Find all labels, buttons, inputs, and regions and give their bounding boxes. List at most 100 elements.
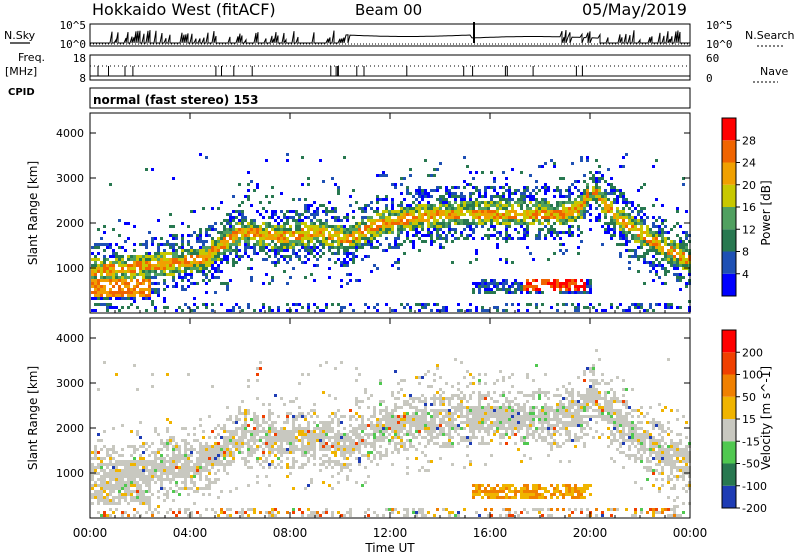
- range-gate-cell: [313, 451, 316, 454]
- range-gate-cell: [163, 264, 166, 267]
- range-gate-cell: [145, 168, 148, 171]
- range-gate-cell: [643, 213, 646, 216]
- range-gate-cell: [121, 255, 124, 258]
- range-gate-cell: [97, 502, 100, 505]
- range-gate-cell: [91, 279, 94, 282]
- range-gate-cell: [478, 415, 481, 418]
- range-gate-cell: [409, 430, 412, 433]
- range-gate-cell: [205, 484, 208, 487]
- range-gate-cell: [316, 207, 319, 210]
- range-gate-cell: [199, 472, 202, 475]
- range-gate-cell: [646, 228, 649, 231]
- range-gate-cell: [565, 219, 568, 222]
- range-gate-cell: [571, 279, 574, 282]
- range-gate-cell: [400, 303, 403, 306]
- range-gate-cell: [106, 502, 109, 505]
- range-gate-cell: [112, 499, 115, 502]
- range-gate-cell: [352, 430, 355, 433]
- range-gate-cell: [133, 514, 136, 517]
- range-gate-cell: [508, 288, 511, 291]
- range-gate-cell: [637, 303, 640, 306]
- range-gate-cell: [235, 216, 238, 219]
- range-gate-cell: [133, 457, 136, 460]
- range-gate-cell: [439, 210, 442, 213]
- range-gate-cell: [532, 204, 535, 207]
- range-gate-cell: [580, 201, 583, 204]
- range-gate-cell: [406, 219, 409, 222]
- range-gate-cell: [343, 156, 346, 159]
- range-gate-cell: [424, 421, 427, 424]
- range-gate-cell: [256, 424, 259, 427]
- range-gate-cell: [193, 463, 196, 466]
- range-gate-cell: [604, 180, 607, 183]
- range-gate-cell: [325, 210, 328, 213]
- range-gate-cell: [424, 430, 427, 433]
- range-gate-cell: [382, 436, 385, 439]
- range-gate-cell: [541, 216, 544, 219]
- range-gate-cell: [250, 204, 253, 207]
- range-gate-cell: [487, 210, 490, 213]
- range-gate-cell: [232, 240, 235, 243]
- range-gate-cell: [628, 255, 631, 258]
- range-gate-cell: [409, 306, 412, 309]
- range-gate-cell: [511, 204, 514, 207]
- range-gate-cell: [184, 508, 187, 511]
- range-gate-cell: [448, 514, 451, 517]
- range-gate-cell: [268, 309, 271, 312]
- range-gate-cell: [139, 472, 142, 475]
- range-gate-cell: [130, 430, 133, 433]
- range-gate-cell: [91, 264, 94, 267]
- range-gate-cell: [118, 484, 121, 487]
- range-gate-cell: [109, 246, 112, 249]
- range-gate-cell: [283, 240, 286, 243]
- range-gate-cell: [130, 303, 133, 306]
- range-gate-cell: [538, 213, 541, 216]
- range-gate-cell: [220, 490, 223, 493]
- range-gate-cell: [97, 282, 100, 285]
- range-gate-cell: [655, 243, 658, 246]
- range-gate-cell: [268, 201, 271, 204]
- range-gate-cell: [121, 276, 124, 279]
- range-gate-cell: [400, 219, 403, 222]
- range-gate-cell: [193, 466, 196, 469]
- range-gate-cell: [100, 490, 103, 493]
- range-gate-cell: [142, 273, 145, 276]
- range-gate-cell: [319, 204, 322, 207]
- range-gate-cell: [307, 508, 310, 511]
- range-gate-cell: [376, 451, 379, 454]
- range-gate-cell: [292, 466, 295, 469]
- range-gate-cell: [436, 309, 439, 312]
- range-gate-cell: [106, 306, 109, 309]
- range-gate-cell: [241, 237, 244, 240]
- range-gate-cell: [94, 270, 97, 273]
- range-gate-cell: [196, 267, 199, 270]
- range-gate-cell: [496, 285, 499, 288]
- range-gate-cell: [142, 469, 145, 472]
- range-gate-cell: [184, 448, 187, 451]
- range-gate-cell: [313, 243, 316, 246]
- range-gate-cell: [166, 454, 169, 457]
- range-gate-cell: [385, 415, 388, 418]
- range-gate-cell: [463, 466, 466, 469]
- range-gate-cell: [532, 198, 535, 201]
- range-gate-cell: [526, 303, 529, 306]
- range-gate-cell: [268, 243, 271, 246]
- range-gate-cell: [193, 484, 196, 487]
- range-gate-cell: [559, 231, 562, 234]
- range-gate-cell: [286, 466, 289, 469]
- range-gate-cell: [316, 219, 319, 222]
- range-gate-cell: [472, 427, 475, 430]
- range-gate-cell: [556, 231, 559, 234]
- range-gate-cell: [655, 225, 658, 228]
- range-gate-cell: [154, 264, 157, 267]
- range-gate-cell: [502, 309, 505, 312]
- range-gate-cell: [580, 240, 583, 243]
- range-gate-cell: [253, 246, 256, 249]
- range-gate-cell: [415, 418, 418, 421]
- range-gate-cell: [424, 469, 427, 472]
- range-gate-cell: [139, 457, 142, 460]
- range-gate-cell: [133, 276, 136, 279]
- range-gate-cell: [541, 186, 544, 189]
- range-gate-cell: [184, 463, 187, 466]
- range-gate-cell: [103, 487, 106, 490]
